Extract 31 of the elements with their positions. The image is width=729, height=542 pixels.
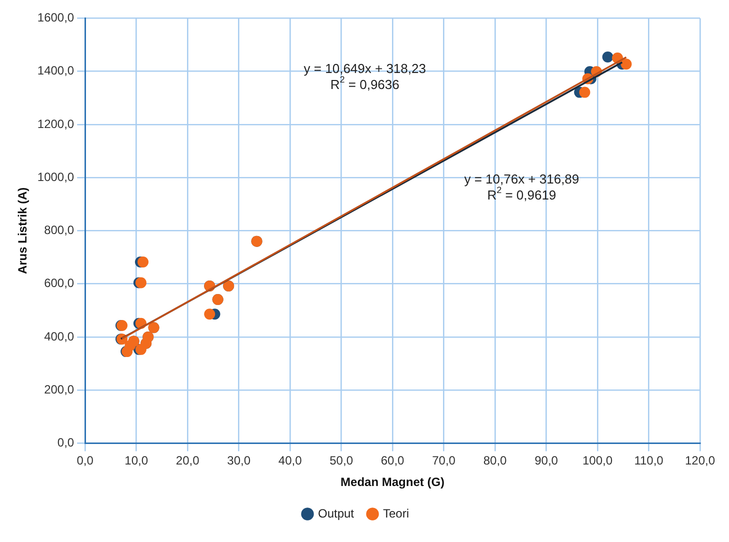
- y-tick-label: 1400,0: [37, 64, 74, 78]
- y-tick-label: 0,0: [57, 436, 74, 450]
- y-tick-label: 200,0: [44, 382, 74, 396]
- x-tick-label: 90,0: [534, 454, 558, 468]
- legend-label: Teori: [383, 506, 410, 520]
- legend-label: Output: [318, 506, 355, 520]
- point: [138, 256, 149, 268]
- x-tick-label: 70,0: [432, 454, 456, 468]
- y-tick-label: 800,0: [44, 223, 74, 238]
- y-axis-title: Arus Listrik (A): [16, 187, 30, 274]
- x-tick-label: 110,0: [634, 454, 664, 468]
- point: [602, 51, 614, 62]
- x-tick-label: 10,0: [124, 454, 148, 468]
- x-tick-label: 30,0: [227, 454, 251, 468]
- y-tick-label: 400,0: [44, 329, 74, 344]
- y-tick-label: 1000,0: [37, 170, 74, 184]
- x-tick-label: 120,0: [684, 454, 716, 468]
- point: [620, 58, 632, 70]
- y-tick-label: 600,0: [44, 276, 74, 290]
- x-axis-title: Medan Magnet (G): [340, 475, 445, 490]
- x-tick-label: 20,0: [176, 454, 200, 468]
- y-tick-label: 1600,0: [37, 10, 74, 25]
- x-tick-label: 40,0: [278, 454, 302, 468]
- point: [204, 308, 216, 320]
- x-tick-label: 100,0: [582, 454, 613, 468]
- x-tick-label: 0,0: [76, 454, 94, 468]
- x-tick-label: 50,0: [330, 454, 354, 468]
- x-tick-label: 60,0: [380, 454, 405, 468]
- x-tick-label: 80,0: [483, 454, 508, 468]
- point: [579, 86, 590, 98]
- y-tick-label: 1200,0: [37, 116, 74, 131]
